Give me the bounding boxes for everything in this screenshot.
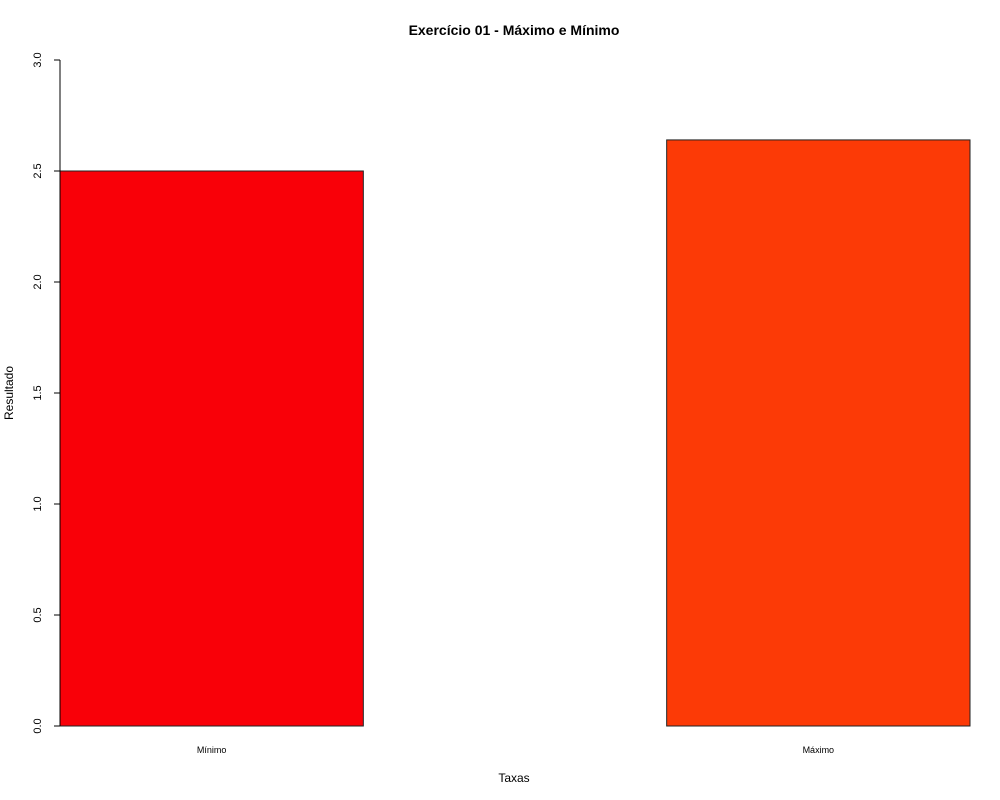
y-tick-label: 0.0 — [32, 718, 44, 733]
x-tick-label: Mínimo — [197, 745, 227, 755]
y-tick-label: 2.5 — [32, 163, 44, 178]
x-tick-label: Máximo — [803, 745, 835, 755]
y-tick-label: 1.5 — [32, 385, 44, 400]
bar-2 — [666, 139, 971, 727]
y-tick-label: 1.0 — [32, 496, 44, 511]
y-axis-title: Resultado — [2, 366, 16, 420]
plot-area — [59, 139, 971, 727]
chart-title: Exercício 01 - Máximo e Mínimo — [409, 22, 620, 38]
y-tick-label: 2.0 — [32, 274, 44, 289]
y-axis: 0.0 0.5 1.0 1.5 2.0 2.5 3.0 — [32, 52, 61, 734]
bar-1 — [59, 170, 364, 727]
y-tick-label: 0.5 — [32, 607, 44, 622]
x-axis-labels: Mínimo Máximo — [197, 745, 834, 755]
x-axis-title: Taxas — [498, 771, 529, 785]
y-tick-label: 3.0 — [32, 52, 44, 67]
